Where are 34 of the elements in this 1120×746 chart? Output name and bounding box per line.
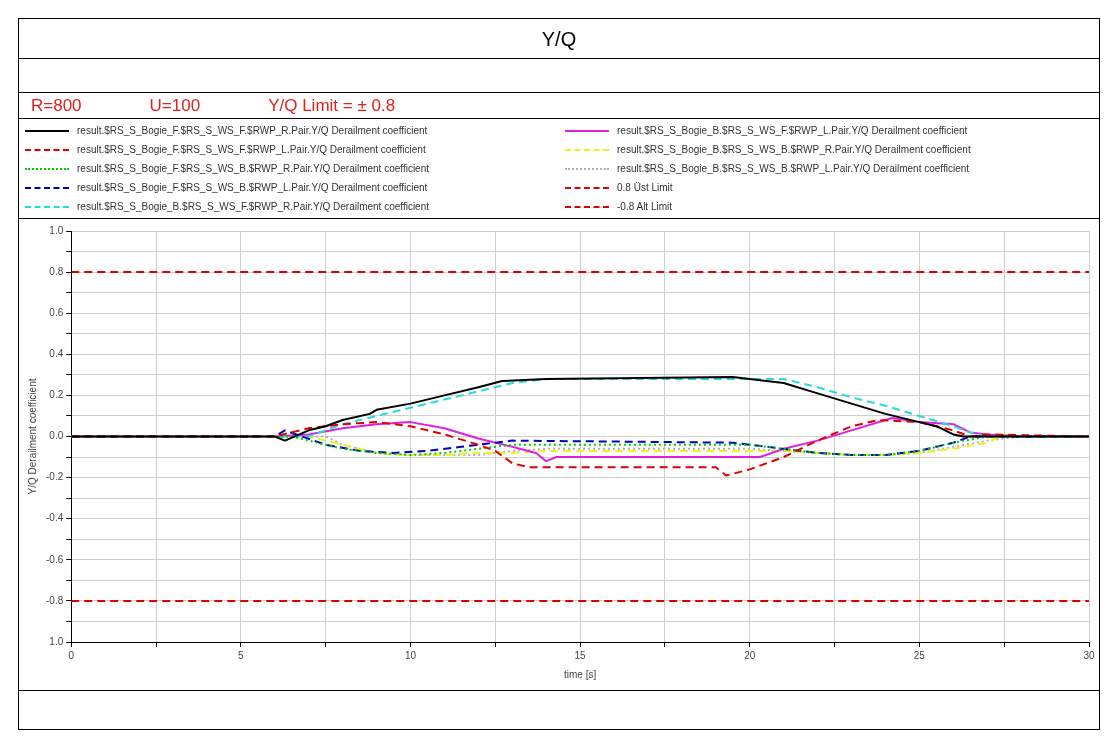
y-tick-label: -0.6 bbox=[46, 553, 64, 565]
legend-label: result.$RS_S_Bogie_F.$RS_S_WS_F.$RWP_L.Pair.Y/Q Derailment coefficient bbox=[77, 144, 426, 155]
legend-label: result.$RS_S_Bogie_B.$RS_S_WS_B.$RWP_L.Pair.Y/Q Derailment coefficient bbox=[617, 163, 970, 174]
legend-label: result.$RS_S_Bogie_F.$RS_S_WS_B.$RWP_R.Pair.Y/Q Derailment coefficient bbox=[77, 163, 430, 174]
y-axis-title: Y/Q Derailment coefficient bbox=[26, 378, 38, 495]
y-tick-label: 0.2 bbox=[49, 389, 64, 401]
x-tick-label: 10 bbox=[404, 649, 417, 661]
legend-label: result.$RS_S_Bogie_B.$RS_S_WS_F.$RWP_R.Pair.Y/Q Derailment coefficient bbox=[77, 201, 430, 212]
legend-label: -0.8 Alt Limit bbox=[617, 201, 673, 212]
x-axis-title: time [s] bbox=[564, 668, 597, 680]
text: R=800 bbox=[31, 95, 82, 117]
x-tick-label: 30 bbox=[1083, 649, 1095, 661]
y-tick-label: -0.4 bbox=[46, 512, 64, 524]
x-tick-label: 25 bbox=[913, 649, 926, 661]
y-tick-label: -0.8 bbox=[46, 594, 64, 606]
x-tick-label: 20 bbox=[744, 649, 756, 661]
text: Y/Q Limit = ± 0.8 bbox=[268, 95, 396, 117]
x-tick-label: 0 bbox=[68, 649, 75, 661]
legend-label: result.$RS_S_Bogie_F.$RS_S_WS_F.$RWP_R.Pair.Y/Q Derailment coefficient bbox=[77, 125, 428, 136]
text: U=100 bbox=[149, 95, 201, 117]
y-tick-label: -0.2 bbox=[46, 471, 64, 483]
y-tick-label: 0.6 bbox=[49, 306, 64, 318]
y-tick-label: 1.0 bbox=[49, 224, 64, 236]
y-tick-label: 0.4 bbox=[49, 348, 64, 360]
legend-label: 0.8 Üst Limit bbox=[617, 182, 673, 193]
x-tick-label: 15 bbox=[574, 649, 587, 661]
legend-label: result.$RS_S_Bogie_B.$RS_S_WS_B.$RWP_R.Pair.Y/Q Derailment coefficient bbox=[617, 144, 971, 155]
y-tick-label: 0.0 bbox=[49, 430, 64, 442]
legend-label: result.$RS_S_Bogie_F.$RS_S_WS_B.$RWP_L.Pair.Y/Q Derailment coefficient bbox=[77, 182, 428, 193]
chart-title: Y/Q bbox=[19, 19, 1099, 59]
y-tick-label: 0.8 bbox=[49, 265, 64, 277]
y-tick-label: 1.0 bbox=[49, 635, 64, 647]
x-tick-label: 5 bbox=[238, 649, 245, 661]
legend-label: result.$RS_S_Bogie_B.$RS_S_WS_F.$RWP_L.Pair.Y/Q Derailment coefficient bbox=[617, 125, 968, 136]
